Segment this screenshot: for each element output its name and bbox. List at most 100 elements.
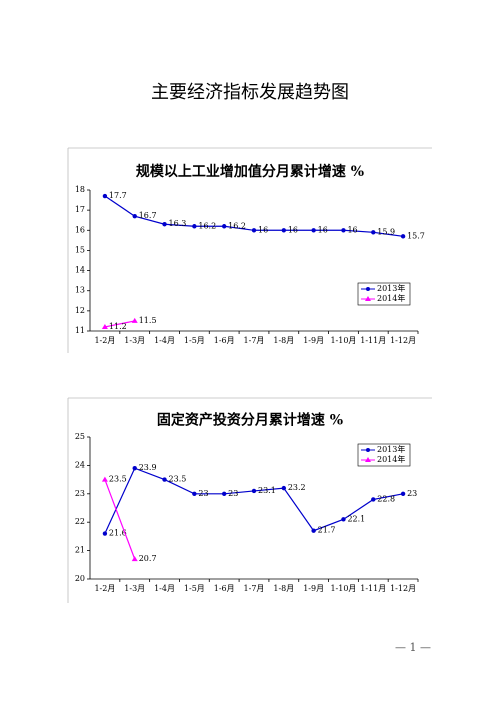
x-tick-label: 1-4月: [154, 584, 175, 593]
data-label: 16: [288, 225, 298, 234]
x-tick-label: 1-11月: [360, 336, 386, 345]
data-label: 15.9: [377, 227, 395, 236]
data-label: 16.2: [228, 221, 246, 230]
marker: [192, 224, 197, 229]
data-label: 23: [228, 489, 238, 498]
x-tick-label: 1-4月: [154, 336, 175, 345]
data-label: 23: [198, 489, 208, 498]
x-tick-label: 1-10月: [330, 584, 356, 593]
y-tick-label: 16: [75, 225, 85, 234]
marker: [281, 228, 287, 233]
marker: [311, 228, 316, 233]
marker: [102, 531, 108, 536]
x-tick-label: 1-5月: [184, 336, 205, 345]
legend-label: 2013年: [377, 444, 405, 454]
series-line: [104, 320, 135, 328]
x-tick-label: 1-7月: [244, 336, 265, 345]
data-label: 23.2: [288, 483, 306, 492]
data-label: 16: [318, 225, 328, 234]
marker: [102, 193, 108, 199]
x-tick-label: 1-12月: [390, 584, 416, 593]
marker: [371, 497, 376, 502]
marker: [400, 234, 406, 239]
data-label: 17.7: [109, 191, 127, 200]
y-tick-label: 15: [75, 245, 85, 254]
x-tick-label: 1-2月: [94, 584, 115, 593]
x-tick-label: 1-8月: [273, 336, 294, 345]
x-tick-label: 1-12月: [390, 336, 416, 345]
x-tick-label: 1-5月: [184, 584, 205, 593]
data-label: 21.6: [109, 529, 127, 538]
marker: [101, 323, 108, 329]
x-tick-label: 1-2月: [94, 336, 115, 345]
data-label: 22.8: [377, 494, 395, 503]
legend-marker: [366, 448, 370, 452]
x-tick-label: 1-8月: [273, 584, 294, 593]
legend-label: 2014年: [377, 454, 405, 464]
marker: [192, 491, 197, 496]
data-label: 16.7: [139, 211, 157, 220]
y-tick-label: 17: [75, 205, 85, 214]
y-tick-label: 18: [75, 185, 85, 194]
data-label: 20.7: [139, 554, 157, 563]
data-label: 22.1: [347, 514, 365, 523]
page-number: — 1 —: [395, 641, 431, 654]
y-tick-label: 20: [75, 574, 85, 583]
data-label: 11.5: [139, 316, 157, 325]
data-label: 16: [258, 225, 268, 234]
legend-marker: [366, 287, 370, 291]
page-title: 主要经济指标发展趋势图: [151, 82, 349, 103]
data-label: 21.7: [318, 526, 336, 535]
y-tick-label: 12: [75, 306, 85, 315]
data-label: 16.3: [169, 219, 187, 228]
marker: [131, 556, 138, 562]
marker: [221, 491, 227, 496]
data-label: 16.2: [198, 221, 216, 230]
marker: [341, 517, 346, 522]
data-label: 15.7: [407, 231, 425, 240]
marker: [221, 224, 227, 229]
chart-title: 固定资产投资分月累计增速 %: [157, 412, 343, 429]
data-label: 23: [407, 489, 417, 498]
data-label: 23.9: [139, 463, 157, 472]
legend-label: 2014年: [377, 293, 405, 303]
y-tick-label: 23: [75, 489, 85, 498]
x-tick-label: 1-9月: [303, 336, 324, 345]
marker: [132, 213, 137, 219]
marker: [251, 488, 257, 494]
marker: [132, 466, 137, 471]
marker: [162, 222, 167, 227]
marker: [131, 317, 138, 323]
data-label: 11.2: [109, 322, 127, 331]
y-tick-label: 11: [75, 326, 85, 335]
marker: [371, 230, 376, 235]
data-label: 23.5: [109, 475, 127, 484]
data-label: 16: [347, 225, 357, 234]
marker: [281, 485, 287, 491]
marker: [251, 228, 257, 233]
x-tick-label: 1-3月: [124, 336, 145, 345]
x-tick-label: 1-9月: [303, 584, 324, 593]
y-tick-label: 14: [75, 266, 85, 275]
x-tick-label: 1-3月: [124, 584, 145, 593]
x-tick-label: 1-10月: [330, 336, 356, 345]
legend-marker: [365, 457, 371, 462]
data-label: 23.1: [258, 486, 276, 495]
series-line: [104, 467, 404, 534]
marker: [162, 477, 167, 482]
y-tick-label: 25: [75, 432, 85, 441]
y-tick-label: 22: [75, 517, 85, 526]
x-tick-label: 1-7月: [244, 584, 265, 593]
series-line: [104, 479, 136, 560]
legend-label: 2013年: [377, 283, 405, 293]
marker: [400, 491, 406, 496]
x-tick-label: 1-6月: [214, 336, 235, 345]
legend-marker: [365, 296, 371, 301]
x-tick-label: 1-11月: [360, 584, 386, 593]
x-tick-label: 1-6月: [214, 584, 235, 593]
data-label: 23.5: [169, 475, 187, 484]
y-tick-label: 24: [75, 460, 85, 469]
chart-title: 规模以上工业增加值分月累计增速 %: [136, 163, 364, 180]
y-tick-label: 13: [75, 286, 85, 295]
marker: [311, 528, 316, 533]
